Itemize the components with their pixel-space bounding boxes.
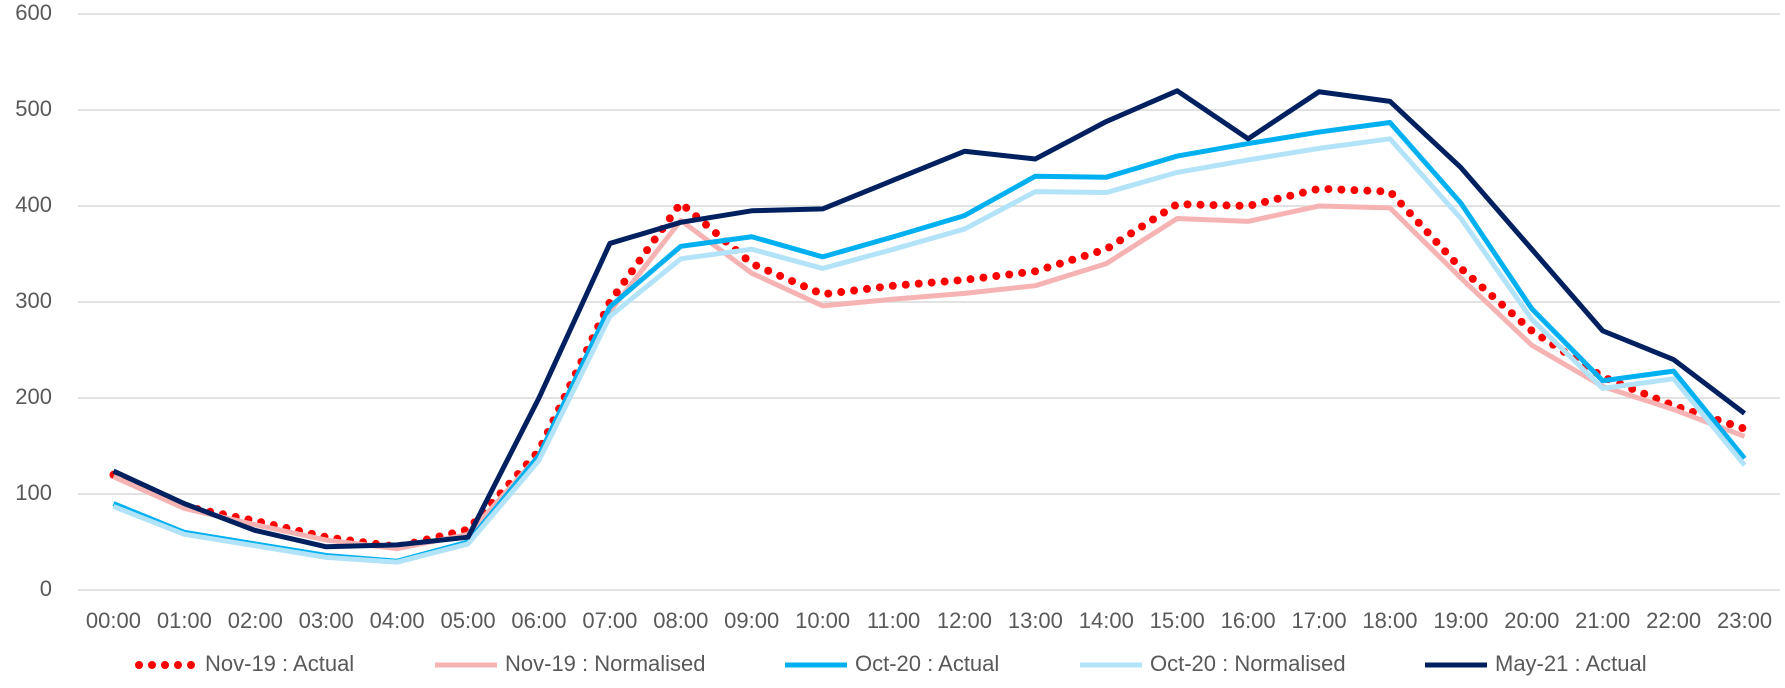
x-tick-label: 19:00: [1433, 608, 1488, 633]
x-tick-label: 22:00: [1646, 608, 1701, 633]
legend-label: Oct-20 : Actual: [855, 651, 999, 676]
x-tick-label: 21:00: [1575, 608, 1630, 633]
series-line: [112, 88, 1747, 550]
x-tick-label: 12:00: [937, 608, 992, 633]
x-tick-label: 05:00: [441, 608, 496, 633]
x-tick-label: 02:00: [228, 608, 283, 633]
y-tick-label: 100: [15, 480, 52, 505]
x-tick-label: 16:00: [1221, 608, 1276, 633]
x-tick-label: 06:00: [511, 608, 566, 633]
y-tick-label: 400: [15, 192, 52, 217]
y-tick-label: 500: [15, 96, 52, 121]
legend-label: Nov-19 : Normalised: [505, 651, 706, 676]
x-tick-label: 07:00: [582, 608, 637, 633]
x-tick-label: 04:00: [370, 608, 425, 633]
series-line: [109, 184, 1749, 551]
x-tick-label: 09:00: [724, 608, 779, 633]
x-tick-label: 10:00: [795, 608, 850, 633]
x-tick-label: 03:00: [299, 608, 354, 633]
x-tick-label: 17:00: [1292, 608, 1347, 633]
legend-label: Oct-20 : Normalised: [1150, 651, 1346, 676]
x-tick-label: 08:00: [653, 608, 708, 633]
y-tick-label: 0: [40, 576, 52, 601]
x-tick-label: 20:00: [1504, 608, 1559, 633]
series-line: [112, 119, 1747, 564]
x-tick-label: 18:00: [1362, 608, 1417, 633]
x-tick-label: 23:00: [1717, 608, 1772, 633]
y-tick-label: 300: [15, 288, 52, 313]
x-tick-label: 01:00: [157, 608, 212, 633]
legend-label: Nov-19 : Actual: [205, 651, 354, 676]
x-tick-label: 13:00: [1008, 608, 1063, 633]
x-tick-label: 14:00: [1079, 608, 1134, 633]
legend-label: May-21 : Actual: [1495, 651, 1647, 676]
y-tick-label: 200: [15, 384, 52, 409]
series-line: [112, 136, 1747, 565]
y-tick-label: 600: [15, 0, 52, 25]
x-tick-label: 11:00: [867, 608, 920, 633]
x-tick-label: 15:00: [1150, 608, 1205, 633]
x-tick-label: 00:00: [86, 608, 141, 633]
